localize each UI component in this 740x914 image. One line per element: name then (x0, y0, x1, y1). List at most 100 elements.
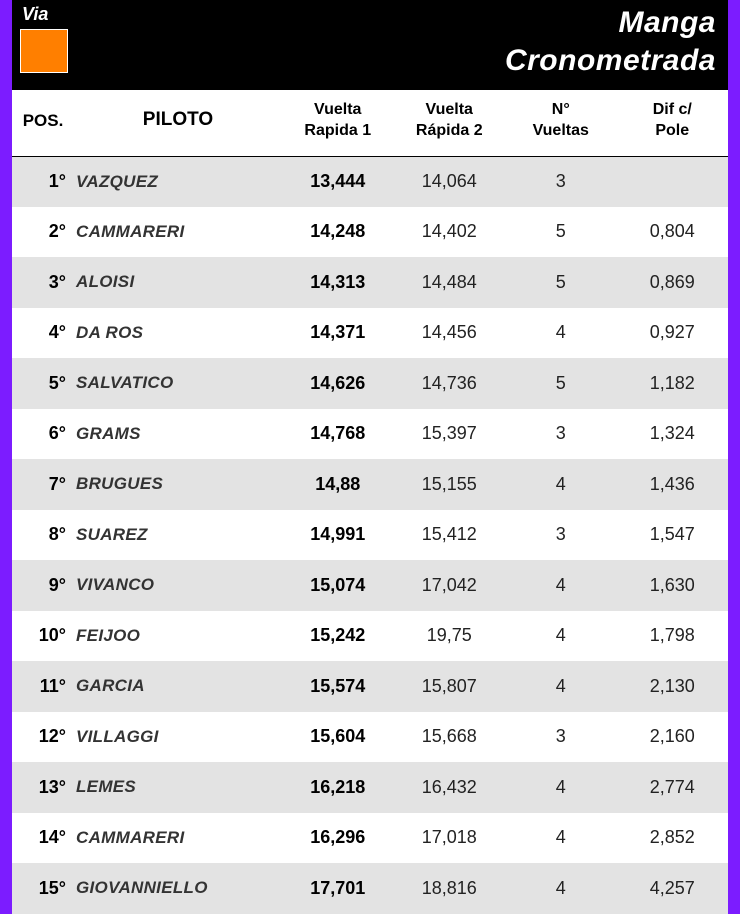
cell-dif-pole: 2,774 (617, 762, 729, 813)
cell-vuelta-rapida-2: 14,402 (394, 207, 506, 258)
cell-dif-pole: 0,927 (617, 308, 729, 359)
cell-vuelta-rapida-1: 14,313 (282, 257, 394, 308)
cell-vuelta-rapida-1: 14,371 (282, 308, 394, 359)
cell-vuelta-rapida-2: 17,018 (394, 813, 506, 864)
cell-dif-pole: 1,798 (617, 611, 729, 662)
cell-vuelta-rapida-1: 16,218 (282, 762, 394, 813)
table-row: 15°GIOVANNIELLO17,70118,81644,257 (12, 863, 728, 914)
cell-n-vueltas: 3 (505, 712, 617, 763)
cell-n-vueltas: 5 (505, 257, 617, 308)
cell-pos: 7° (12, 459, 74, 510)
cell-pos: 9° (12, 560, 74, 611)
table-row: 4°DA ROS14,37114,45640,927 (12, 308, 728, 359)
cell-dif-pole (617, 156, 729, 207)
cell-piloto: ALOISI (74, 257, 282, 308)
table-row: 12°VILLAGGI15,60415,66832,160 (12, 712, 728, 763)
cell-piloto: FEIJOO (74, 611, 282, 662)
cell-piloto: VIVANCO (74, 560, 282, 611)
col-vr1-l1: Vuelta (314, 101, 361, 118)
via-label: Via (20, 4, 48, 25)
cell-pos: 14° (12, 813, 74, 864)
cell-pos: 3° (12, 257, 74, 308)
cell-vuelta-rapida-1: 14,768 (282, 409, 394, 460)
cell-n-vueltas: 4 (505, 560, 617, 611)
cell-n-vueltas: 4 (505, 611, 617, 662)
cell-dif-pole: 1,436 (617, 459, 729, 510)
cell-dif-pole: 2,160 (617, 712, 729, 763)
table-row: 2°CAMMARERI14,24814,40250,804 (12, 207, 728, 258)
cell-piloto: GIOVANNIELLO (74, 863, 282, 914)
cell-dif-pole: 0,869 (617, 257, 729, 308)
col-vuelta-rapida-2: Vuelta Rápida 2 (394, 90, 506, 156)
cell-n-vueltas: 4 (505, 762, 617, 813)
cell-vuelta-rapida-2: 14,736 (394, 358, 506, 409)
cell-piloto: DA ROS (74, 308, 282, 359)
cell-dif-pole: 0,804 (617, 207, 729, 258)
cell-vuelta-rapida-2: 15,412 (394, 510, 506, 561)
col-dif-pole: Dif c/ Pole (617, 90, 729, 156)
cell-pos: 11° (12, 661, 74, 712)
cell-n-vueltas: 4 (505, 661, 617, 712)
cell-vuelta-rapida-2: 19,75 (394, 611, 506, 662)
cell-n-vueltas: 3 (505, 510, 617, 561)
table-header-row: POS. PILOTO Vuelta Rapida 1 Vuelta Rápid… (12, 90, 728, 156)
cell-pos: 4° (12, 308, 74, 359)
cell-pos: 2° (12, 207, 74, 258)
cell-vuelta-rapida-1: 14,88 (282, 459, 394, 510)
table-row: 13°LEMES16,21816,43242,774 (12, 762, 728, 813)
cell-dif-pole: 2,130 (617, 661, 729, 712)
cell-vuelta-rapida-1: 15,242 (282, 611, 394, 662)
col-vuelta-rapida-1: Vuelta Rapida 1 (282, 90, 394, 156)
col-dif-l1: Dif c/ (653, 101, 692, 118)
cell-piloto: LEMES (74, 762, 282, 813)
cell-pos: 15° (12, 863, 74, 914)
cell-vuelta-rapida-2: 18,816 (394, 863, 506, 914)
cell-n-vueltas: 3 (505, 409, 617, 460)
cell-vuelta-rapida-2: 17,042 (394, 560, 506, 611)
header-bar: Via Manga Cronometrada (12, 0, 728, 90)
cell-n-vueltas: 3 (505, 156, 617, 207)
cell-dif-pole: 1,630 (617, 560, 729, 611)
table-row: 1°VAZQUEZ13,44414,0643 (12, 156, 728, 207)
table-row: 6°GRAMS14,76815,39731,324 (12, 409, 728, 460)
col-n-vueltas: N° Vueltas (505, 90, 617, 156)
cell-pos: 6° (12, 409, 74, 460)
cell-n-vueltas: 4 (505, 308, 617, 359)
table-row: 8°SUAREZ14,99115,41231,547 (12, 510, 728, 561)
title-line1: Manga (618, 6, 716, 39)
cell-n-vueltas: 5 (505, 358, 617, 409)
cell-vuelta-rapida-2: 15,807 (394, 661, 506, 712)
cell-n-vueltas: 4 (505, 813, 617, 864)
session-title: Manga Cronometrada (505, 4, 716, 79)
cell-dif-pole: 4,257 (617, 863, 729, 914)
results-table: POS. PILOTO Vuelta Rapida 1 Vuelta Rápid… (12, 90, 728, 914)
cell-pos: 1° (12, 156, 74, 207)
table-row: 9°VIVANCO15,07417,04241,630 (12, 560, 728, 611)
cell-piloto: CAMMARERI (74, 813, 282, 864)
cell-piloto: VILLAGGI (74, 712, 282, 763)
header-left: Via (20, 4, 68, 73)
col-nv-l2: Vueltas (533, 122, 589, 139)
col-pos: POS. (12, 90, 74, 156)
cell-vuelta-rapida-1: 16,296 (282, 813, 394, 864)
col-vr2-l2: Rápida 2 (416, 122, 483, 139)
cell-vuelta-rapida-1: 13,444 (282, 156, 394, 207)
cell-pos: 12° (12, 712, 74, 763)
cell-vuelta-rapida-1: 15,074 (282, 560, 394, 611)
cell-n-vueltas: 5 (505, 207, 617, 258)
cell-piloto: VAZQUEZ (74, 156, 282, 207)
cell-piloto: SUAREZ (74, 510, 282, 561)
table-row: 7°BRUGUES14,8815,15541,436 (12, 459, 728, 510)
table-row: 3°ALOISI14,31314,48450,869 (12, 257, 728, 308)
table-row: 14°CAMMARERI16,29617,01842,852 (12, 813, 728, 864)
title-line2: Cronometrada (505, 44, 716, 77)
cell-pos: 10° (12, 611, 74, 662)
cell-piloto: SALVATICO (74, 358, 282, 409)
cell-dif-pole: 2,852 (617, 813, 729, 864)
outer-frame: Via Manga Cronometrada POS. PILOTO (0, 0, 740, 897)
cell-piloto: CAMMARERI (74, 207, 282, 258)
table-row: 10°FEIJOO15,24219,7541,798 (12, 611, 728, 662)
cell-piloto: GRAMS (74, 409, 282, 460)
cell-vuelta-rapida-2: 15,397 (394, 409, 506, 460)
cell-n-vueltas: 4 (505, 863, 617, 914)
